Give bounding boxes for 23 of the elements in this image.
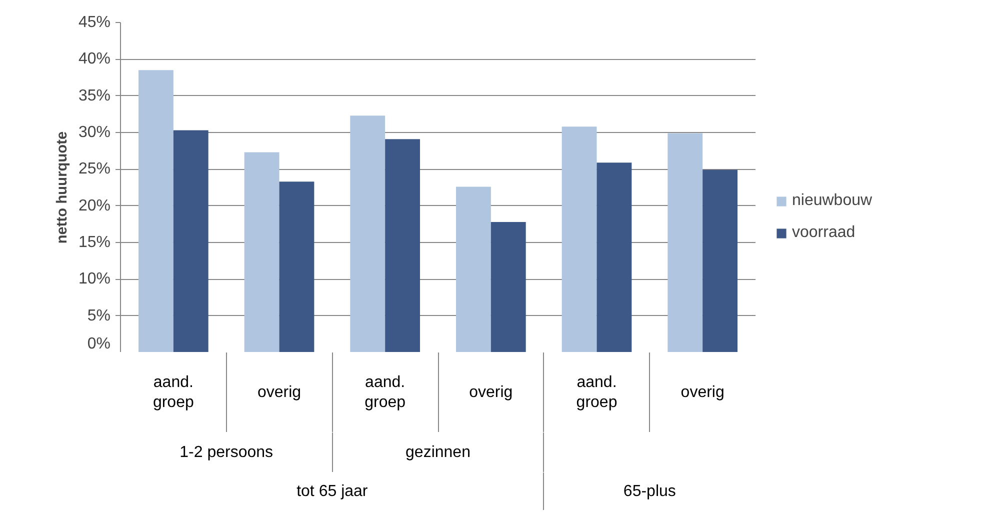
x-tick-label: aand. groep	[364, 374, 406, 412]
x-tick-label: overig	[680, 384, 724, 401]
x-tick-label: overig	[469, 384, 513, 401]
legend-label: voorraad	[792, 224, 856, 242]
text: 65-plus	[623, 483, 676, 500]
y-tick-label: 10%	[78, 270, 111, 288]
text: tot 65 jaar	[296, 483, 368, 500]
y-tick-label: 0%	[87, 336, 110, 352]
y-tick-label: 15%	[78, 234, 111, 251]
y-tick-label: 45%	[78, 14, 111, 31]
y-tick-label: 40%	[78, 50, 111, 68]
y-tick-label: 25%	[78, 160, 111, 178]
x-tick-label: overig	[257, 384, 302, 401]
y-tick-label: 35%	[78, 87, 111, 104]
x-tick-label: aand. groep	[152, 374, 194, 412]
y-axis-title: netto huurquote	[54, 131, 70, 244]
y-tick-label: 30%	[78, 124, 111, 141]
text: gezinnen	[406, 444, 470, 461]
y-tick-label: 5%	[87, 307, 110, 324]
x-tick-label: aand. groep	[576, 374, 618, 412]
text: 1-2 persoons	[180, 444, 274, 461]
legend-label: nieuwbouw	[792, 192, 872, 210]
y-tick-label: 20%	[78, 197, 111, 214]
